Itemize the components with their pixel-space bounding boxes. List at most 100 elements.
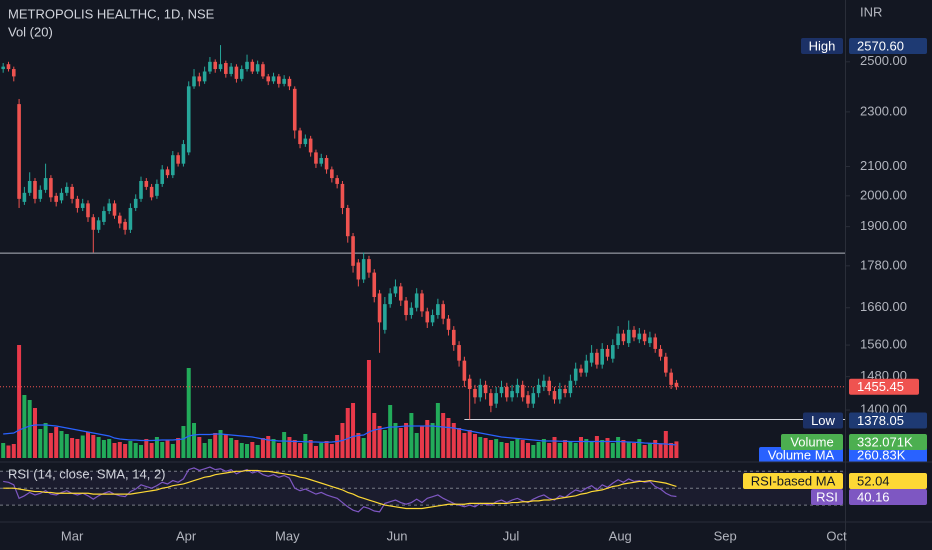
volume-bar [626, 442, 631, 458]
volume-bar [128, 441, 133, 458]
volume-bar [38, 429, 43, 458]
candle-body [149, 186, 154, 198]
volume-bar [91, 435, 96, 458]
volume-bar [59, 431, 64, 458]
candle-body [626, 329, 631, 344]
volume-bar [313, 446, 318, 458]
volume-bar [435, 403, 440, 458]
candle-body [499, 386, 504, 394]
x-tick-label: Jul [503, 528, 520, 543]
volume-bar [653, 440, 658, 458]
volume-bar [409, 413, 414, 458]
volume-bar [154, 437, 159, 458]
candle-body [27, 181, 32, 193]
candle-body [547, 380, 551, 392]
volume-bar [96, 437, 101, 458]
candle-body [393, 286, 398, 294]
volume-bar [457, 428, 462, 458]
rsi-ma-line [3, 469, 677, 510]
candle-body [171, 155, 175, 176]
volume-bar [245, 444, 250, 458]
volume-bar [308, 440, 313, 458]
candle-body [54, 195, 58, 202]
high-label: High [809, 38, 836, 53]
volume-bar [32, 408, 37, 458]
x-tick-label: Sep [714, 528, 737, 543]
volume-bar [139, 445, 144, 458]
last-price: 1455.45 [857, 379, 904, 394]
candle-body [165, 169, 170, 176]
candle-body [451, 329, 456, 346]
candle-body [584, 360, 589, 373]
candle-body [467, 378, 472, 389]
candle-body [33, 181, 37, 199]
volume-bar [351, 403, 356, 458]
volume-bar [255, 445, 260, 458]
candle-body [494, 393, 498, 404]
rsi-label-box [811, 489, 843, 505]
last-price-box [849, 378, 919, 395]
y-tick-label: 1560.00 [860, 336, 907, 351]
candle-body [255, 64, 260, 72]
volume-bar [123, 444, 128, 458]
volume-bar [6, 445, 11, 458]
candle-body [17, 104, 21, 199]
candle-body [520, 384, 525, 398]
volume-bar [335, 435, 340, 458]
candle-body [356, 262, 361, 280]
candle-body [139, 181, 143, 199]
candle-body [271, 76, 276, 82]
volume-bar [669, 443, 674, 458]
high-value: 2570.60 [857, 38, 904, 53]
candle-body [409, 307, 414, 316]
candle-body [361, 259, 366, 280]
volume-bar [250, 442, 255, 458]
candle-body [515, 384, 520, 394]
candle-body [398, 286, 403, 301]
candle-body [224, 63, 228, 74]
volume-bar [112, 443, 117, 458]
candle-body [568, 380, 573, 394]
volume-bar [536, 442, 541, 458]
candle-body [653, 337, 658, 349]
candle-body [234, 66, 239, 79]
volume-value: 332.071K [857, 434, 913, 449]
candle-body [335, 178, 339, 184]
candle-body [669, 372, 673, 385]
overlay: RSI-based MA 52.04 RSI 40.16 [743, 473, 927, 505]
candle-body [298, 130, 302, 145]
candle-body [287, 78, 292, 87]
volume-bar [594, 436, 599, 458]
volume-label-box [781, 434, 843, 450]
candle-body [218, 64, 223, 70]
volume-bar [319, 443, 324, 458]
volume-bar [202, 443, 207, 458]
price-pane [0, 45, 845, 458]
volume-bar [610, 443, 615, 458]
candle-body [510, 391, 514, 398]
y-tick-label: 2000.00 [860, 187, 907, 202]
volume-bar [229, 438, 234, 458]
volume-bar [372, 413, 377, 458]
candle-body [526, 395, 530, 404]
volume-bar [472, 434, 477, 458]
volume-bar [531, 445, 536, 458]
volume-bar [632, 443, 637, 458]
candle-body [648, 337, 652, 344]
rsi-pane [0, 466, 845, 513]
volume-ma-label: Volume MA [768, 447, 835, 462]
volume-bar [266, 436, 271, 458]
candle-body [446, 318, 451, 330]
candle-body [38, 189, 43, 199]
volume-bar [483, 438, 488, 458]
candle-body [181, 144, 186, 164]
candle-body [80, 203, 85, 208]
candle-body [340, 183, 345, 208]
x-tick-label: Apr [176, 528, 197, 543]
y-tick-label: 1780.00 [860, 257, 907, 272]
volume-bar [658, 444, 663, 458]
volume-bar [64, 434, 69, 458]
volume-bar [11, 444, 16, 458]
candle-body [611, 345, 615, 359]
